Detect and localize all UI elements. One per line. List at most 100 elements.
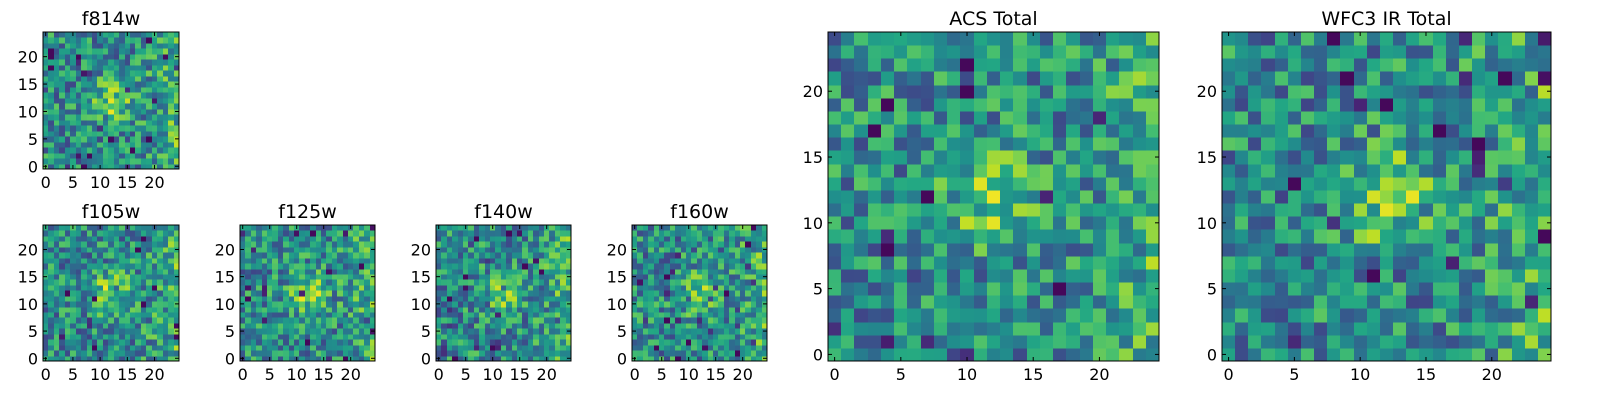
axes-frame — [1221, 31, 1552, 362]
heatmap-cell — [359, 269, 365, 275]
heatmap-cell — [544, 317, 550, 324]
heatmap-cell — [1419, 203, 1434, 217]
heatmap-cell — [452, 247, 459, 253]
heatmap-cell — [495, 241, 502, 248]
heatmap-cell — [76, 147, 82, 154]
heatmap-cell — [294, 230, 300, 237]
heatmap-cell — [103, 317, 109, 324]
heatmap-cell — [87, 120, 93, 126]
heatmap-cell — [119, 263, 126, 270]
heatmap-cell — [1446, 58, 1460, 72]
heatmap-cell — [141, 109, 147, 115]
heatmap-cell — [1406, 335, 1420, 349]
heatmap-cell — [48, 32, 55, 38]
heatmap-cell — [1367, 348, 1381, 362]
heatmap-cell — [648, 263, 655, 270]
heatmap-cell — [130, 334, 136, 340]
heatmap-cell — [337, 225, 344, 231]
heatmap-cell — [868, 111, 882, 125]
heatmap-cell — [643, 356, 649, 362]
heatmap-cell — [1275, 348, 1289, 362]
heatmap-cell — [299, 269, 306, 275]
heatmap-cell — [1288, 203, 1302, 217]
heatmap-cell — [544, 274, 550, 280]
heatmap-cell — [740, 274, 746, 280]
heatmap-cell — [697, 236, 703, 242]
heatmap-cell — [316, 279, 322, 286]
heatmap-cell — [168, 76, 175, 82]
heatmap-cell — [174, 225, 180, 231]
heatmap-cell — [59, 241, 66, 248]
heatmap-cell — [168, 241, 175, 248]
heatmap-cell — [921, 295, 935, 309]
heatmap-cell — [718, 236, 725, 242]
heatmap-cell — [174, 65, 180, 71]
heatmap-cell — [463, 252, 469, 259]
heatmap-cell — [708, 334, 714, 340]
heatmap-cell — [549, 317, 556, 324]
heatmap-cell — [76, 98, 82, 104]
heatmap-cell — [119, 37, 126, 44]
heatmap-cell — [70, 87, 77, 93]
heatmap-cell — [294, 247, 300, 253]
heatmap-cell — [868, 32, 882, 46]
heatmap-cell — [686, 296, 692, 302]
heatmap-cell — [240, 290, 246, 297]
heatmap-cell — [283, 350, 290, 357]
heatmap-cell — [675, 279, 682, 286]
heatmap-cell — [1367, 243, 1381, 257]
heatmap-cell — [1093, 269, 1107, 283]
heatmap-cell — [43, 258, 49, 264]
heatmap-cell — [283, 230, 290, 237]
heatmap-cell — [1485, 124, 1499, 138]
heatmap-cell — [305, 312, 311, 318]
heatmap-cell — [854, 229, 869, 244]
heatmap-cell — [103, 158, 109, 165]
heatmap-cell — [299, 258, 306, 264]
heatmap-cell — [1066, 203, 1081, 217]
heatmap-cell — [97, 43, 104, 49]
heatmap-cell — [76, 230, 82, 237]
heatmap-cell — [681, 345, 687, 351]
heatmap-cell — [894, 243, 908, 257]
heatmap-cell — [544, 301, 550, 308]
heatmap-cell — [1053, 137, 1067, 151]
heatmap-cell — [163, 269, 169, 275]
heatmap-cell — [539, 317, 545, 324]
heatmap-cell — [163, 43, 169, 49]
heatmap-cell — [447, 312, 453, 318]
heatmap-cell — [533, 263, 540, 270]
heatmap-cell — [1485, 32, 1499, 46]
heatmap-cell — [517, 274, 523, 280]
heatmap-cell — [1013, 322, 1028, 336]
heatmap-cell — [1419, 256, 1434, 270]
heatmap-cell — [87, 274, 93, 280]
heatmap-cell — [119, 345, 126, 351]
heatmap-cell — [1380, 282, 1394, 296]
heatmap-cell — [675, 334, 682, 340]
heatmap-cell — [1419, 229, 1434, 244]
heatmap-cell — [1000, 256, 1014, 270]
heatmap-cell — [272, 307, 279, 313]
heatmap-cell — [974, 45, 988, 59]
heatmap-cell — [108, 142, 115, 148]
heatmap-cell — [512, 317, 518, 324]
heatmap-cell — [1354, 111, 1368, 125]
heatmap-cell — [1248, 190, 1262, 204]
heatmap-cell — [1106, 243, 1120, 257]
heatmap-cell — [1027, 32, 1041, 46]
heatmap-cell — [708, 279, 714, 286]
heatmap-cell — [1093, 190, 1107, 204]
heatmap-cell — [974, 124, 988, 138]
heatmap-cell — [490, 230, 496, 237]
heatmap-cell — [130, 114, 136, 121]
heatmap-cell — [947, 256, 961, 270]
heatmap-cell — [92, 153, 98, 159]
heatmap-cell — [43, 323, 49, 329]
heatmap-cell — [278, 334, 284, 340]
heatmap-cell — [81, 109, 88, 115]
heatmap-cell — [501, 247, 507, 253]
heatmap-cell — [1053, 150, 1067, 165]
heatmap-cell — [59, 285, 66, 291]
